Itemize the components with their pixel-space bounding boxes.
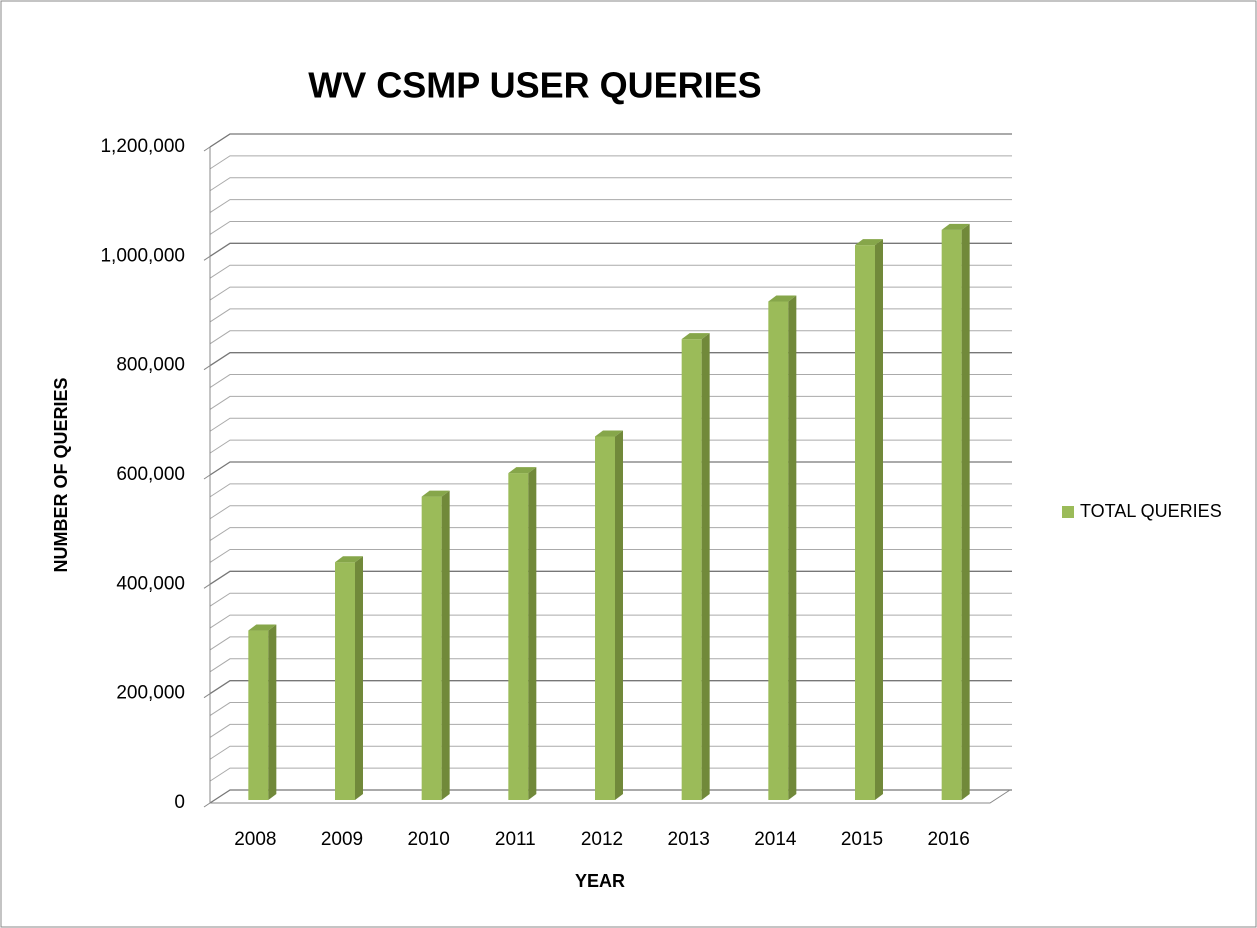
bar-side	[701, 333, 710, 800]
minor-grid-line	[209, 505, 1012, 520]
bar-top	[335, 556, 363, 563]
x-tick-label: 2010	[408, 829, 450, 850]
bar-side	[961, 223, 970, 800]
bar-side	[528, 467, 537, 800]
grid-line	[209, 570, 1012, 585]
bar-top	[248, 624, 277, 631]
bar-top	[421, 490, 450, 497]
y-tick	[203, 146, 211, 152]
grid-line	[209, 352, 1012, 367]
minor-grid-line	[209, 745, 1012, 760]
minor-grid-line	[209, 395, 1012, 410]
y-tick	[203, 693, 211, 699]
bar	[595, 436, 615, 800]
x-tick-label: 2012	[581, 829, 623, 850]
x-tick-label: 2008	[234, 829, 276, 850]
y-tick-label: 600,000	[116, 464, 185, 485]
minor-grid-line	[209, 548, 1012, 563]
minor-grid-line	[209, 417, 1012, 432]
minor-grid-line	[209, 177, 1012, 192]
bar	[855, 245, 875, 801]
bar	[768, 301, 789, 800]
y-tick-label: 400,000	[116, 573, 185, 594]
minor-grid-line	[209, 527, 1012, 542]
minor-grid-line	[209, 286, 1012, 301]
bar-top	[508, 467, 537, 474]
grid-line	[209, 461, 1012, 476]
minor-grid-line	[209, 439, 1012, 454]
y-tick	[203, 365, 211, 371]
legend-label: TOTAL QUERIES	[1080, 501, 1222, 521]
legend-swatch	[1062, 506, 1074, 518]
y-tick-label: 1,200,000	[100, 136, 185, 157]
y-axis-label: NUMBER OF QUERIES	[51, 377, 71, 572]
grid-line	[209, 680, 1012, 695]
bar-top	[681, 333, 710, 340]
bar	[421, 496, 442, 800]
x-tick-label: 2013	[668, 829, 710, 850]
bar	[508, 473, 529, 800]
minor-grid-line	[209, 199, 1012, 214]
bar-top	[768, 295, 797, 302]
minor-grid-line	[209, 723, 1012, 738]
minor-grid-line	[209, 155, 1012, 170]
y-tick	[203, 802, 211, 808]
minor-grid-line	[209, 614, 1012, 629]
minor-grid-line	[209, 330, 1012, 345]
y-tick-label: 1,000,000	[100, 245, 185, 266]
bar-top	[595, 430, 623, 437]
y-tick-label: 200,000	[116, 683, 185, 704]
minor-grid-line	[209, 308, 1012, 323]
minor-grid-line	[209, 702, 1012, 716]
bar-side	[355, 556, 363, 800]
minor-grid-line	[209, 767, 1012, 782]
bar	[335, 562, 355, 800]
minor-grid-line	[209, 374, 1012, 388]
x-tick-label: 2015	[841, 829, 883, 850]
x-tick-label: 2014	[754, 829, 797, 850]
bar-side	[615, 430, 623, 800]
minor-grid-line	[209, 483, 1012, 498]
minor-grid-line	[209, 220, 1012, 235]
bar-side	[875, 239, 883, 801]
floor	[210, 789, 1011, 804]
minor-grid-line	[209, 264, 1012, 279]
bar-side	[441, 490, 450, 800]
bar-side	[788, 295, 797, 800]
minor-grid-line	[209, 636, 1012, 651]
y-tick	[203, 583, 211, 589]
y-tick-label: 0	[174, 792, 185, 813]
minor-grid-line	[209, 658, 1012, 673]
x-tick-label: 2009	[321, 829, 363, 850]
minor-grid-line	[209, 592, 1012, 607]
bar-top	[855, 239, 883, 246]
x-axis-label: YEAR	[575, 871, 625, 891]
bar	[681, 339, 702, 800]
y-tick	[203, 474, 211, 480]
grid-line	[209, 789, 1012, 804]
x-tick-label: 2016	[928, 829, 970, 850]
x-tick-label: 2011	[495, 829, 536, 850]
bar	[941, 229, 962, 800]
bar	[248, 630, 269, 800]
y-tick	[203, 255, 211, 261]
grid-line	[209, 242, 1012, 257]
y-tick-label: 800,000	[116, 355, 185, 376]
grid-line	[209, 133, 1012, 148]
chart-title: WV CSMP USER QUERIES	[308, 65, 761, 106]
bar-top	[941, 223, 970, 230]
bar-side	[268, 624, 277, 800]
